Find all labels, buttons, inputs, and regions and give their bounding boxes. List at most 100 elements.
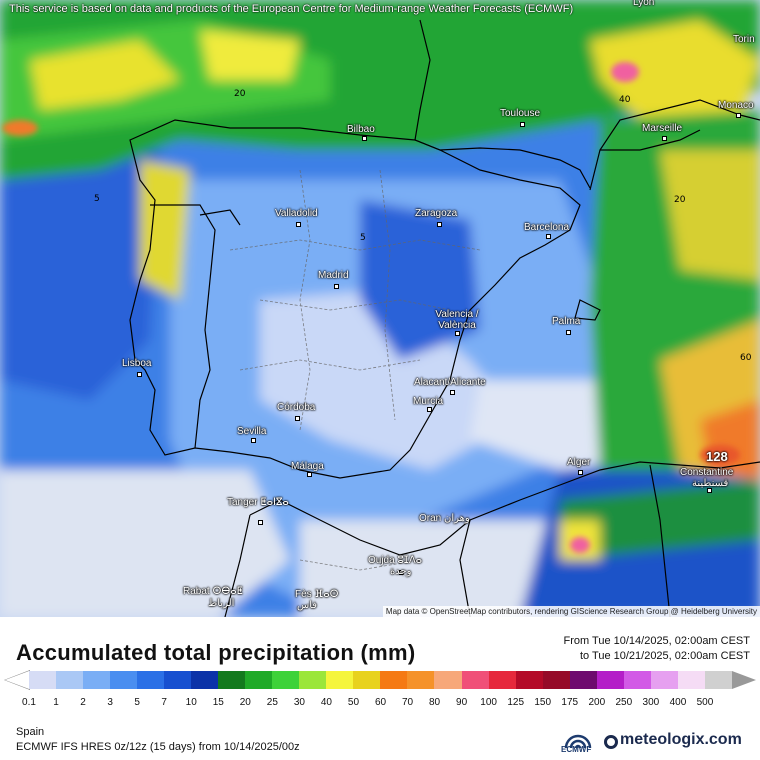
colorbar-tick-label: 300 [642, 697, 660, 708]
city-dot [427, 407, 432, 412]
ecmwf-disclaimer: This service is based on data and produc… [9, 3, 574, 15]
city-dot [455, 331, 460, 336]
colorbar-segment [110, 671, 138, 689]
colorbar-segment [299, 671, 327, 689]
colorbar-tick-label: 125 [507, 697, 525, 708]
colorbar-segment [353, 671, 381, 689]
city-label-rabat-arabic: الرباط [208, 598, 235, 609]
city-label-bilbao[interactable]: Bilbao [347, 124, 375, 135]
city-label-oran[interactable]: Oran وهران [419, 513, 470, 524]
city-dot [662, 136, 667, 141]
colorbar-tick-label: 200 [588, 697, 606, 708]
colorbar-max-arrow [732, 671, 756, 689]
city-label-monaco[interactable]: Monaco [718, 100, 754, 111]
region-label: Spain [16, 726, 45, 738]
city-dot [520, 122, 525, 127]
city-label-sevilla[interactable]: Sevilla [237, 426, 267, 437]
city-dot [437, 222, 442, 227]
city-label-fes[interactable]: Fès ⴼⴰⵙ [295, 589, 339, 600]
colorbar-segment [569, 671, 597, 689]
city-label-palma[interactable]: Palma [552, 316, 581, 327]
colorbar-tick-label: 20 [239, 697, 251, 708]
colorbar-tick-label: 150 [534, 697, 552, 708]
colorbar-segment [218, 671, 246, 689]
contour-label: 20 [234, 89, 246, 99]
colorbar-tick-label: 100 [480, 697, 497, 708]
colorbar-segment [56, 671, 84, 689]
colorbar-segment [596, 671, 624, 689]
time-range-from: From Tue 10/14/2025, 02:00am CEST [563, 635, 751, 647]
colorbar-tick-label: 5 [134, 697, 140, 708]
city-label-oujda[interactable]: Oujda ⵓⵊⴷⴰ [368, 555, 423, 566]
colorbar-segment [434, 671, 462, 689]
colorbar-segment [191, 671, 219, 689]
colorbar-tick-label: 25 [266, 697, 278, 708]
city-label-constantine[interactable]: Constantine [680, 467, 734, 478]
map-credit: Map data © OpenStreetMap contributors, r… [382, 606, 760, 617]
colorbar-segment [380, 671, 408, 689]
city-dot [399, 570, 404, 575]
meteologix-logo-icon [604, 735, 618, 749]
city-label-alicante[interactable]: Alacant/Alicante [414, 377, 486, 388]
colorbar-tick-label: 7 [161, 697, 167, 708]
contour-label: 20 [674, 195, 686, 205]
city-label-cordoba[interactable]: Córdoba [277, 402, 316, 413]
colorbar-segment [83, 671, 111, 689]
city-dot [137, 372, 142, 377]
city-label-zaragoza[interactable]: Zaragoza [415, 208, 458, 219]
colorbar-tick-label: 2 [80, 697, 86, 708]
city-label-valencia[interactable]: Valencia / València [435, 309, 479, 331]
colorbar-segment [407, 671, 435, 689]
colorbar-segment [164, 671, 192, 689]
city-label-alger[interactable]: Alger [567, 457, 591, 468]
city-label-torin[interactable]: Torin [733, 34, 755, 45]
city-label-constantine-arabic: قسنطينة [692, 478, 729, 489]
colorbar-segment [272, 671, 300, 689]
city-label-valladolid[interactable]: Valladolid [275, 208, 318, 219]
colorbar-segment [29, 671, 57, 689]
colorbar-segment [542, 671, 570, 689]
city-label-toulouse[interactable]: Toulouse [500, 108, 541, 119]
colorbar-tick-label: 1 [53, 697, 59, 708]
colorbar-tick-label: 50 [347, 697, 360, 708]
colorbar-segment [461, 671, 489, 689]
colorbar-tick-label: 15 [212, 697, 224, 708]
city-label-lisboa[interactable]: Lisboa [122, 358, 152, 369]
colorbar-segment [326, 671, 354, 689]
city-label-lyon[interactable]: Lyon [633, 0, 655, 8]
colorbar-min-arrow [5, 671, 29, 689]
colorbar-segment [704, 671, 732, 689]
city-dot [251, 438, 256, 443]
city-dot [736, 113, 741, 118]
colorbar-segment [677, 671, 705, 689]
city-label-tanger[interactable]: Tanger ⵟⴰⵏⴵⴰ [227, 497, 289, 508]
contour-label: 60 [740, 353, 752, 363]
city-label-rabat[interactable]: Rabat ⵔⴱⴰⵟ [183, 586, 243, 597]
city-dot [258, 520, 263, 525]
colorbar-tick-label: 70 [401, 697, 414, 708]
city-dot [362, 136, 367, 141]
city-label-fes-arabic: فاس [297, 600, 318, 611]
contour-label: 5 [94, 194, 100, 204]
precipitation-map[interactable]: This service is based on data and produc… [0, 0, 760, 617]
contour-label: 40 [619, 95, 631, 105]
colorbar-tick-label: 40 [320, 697, 332, 708]
ecmwf-logo-text: ECMWF [561, 745, 592, 754]
meteologix-brand[interactable]: meteologix.com [620, 731, 742, 748]
city-label-barcelona[interactable]: Barcelona [524, 222, 570, 233]
colorbar-tick-label: 500 [696, 697, 714, 708]
city-label-murcia[interactable]: Murcia [413, 396, 444, 407]
city-label-marseille[interactable]: Marseille [642, 123, 683, 134]
max-precipitation-label: 128 [706, 449, 728, 464]
colorbar-tick-label: 80 [429, 697, 441, 708]
colorbar [29, 671, 732, 689]
time-range-to: to Tue 10/21/2025, 02:00am CEST [579, 650, 750, 662]
city-label-malaga[interactable]: Málaga [291, 461, 324, 472]
colorbar-tick-label: 175 [561, 697, 579, 708]
colorbar-segment [245, 671, 273, 689]
city-dot [334, 284, 339, 289]
ecmwf-logo-icon [564, 734, 592, 749]
city-dot [707, 488, 712, 493]
city-dot [295, 416, 300, 421]
city-label-madrid[interactable]: Madrid [318, 270, 349, 281]
